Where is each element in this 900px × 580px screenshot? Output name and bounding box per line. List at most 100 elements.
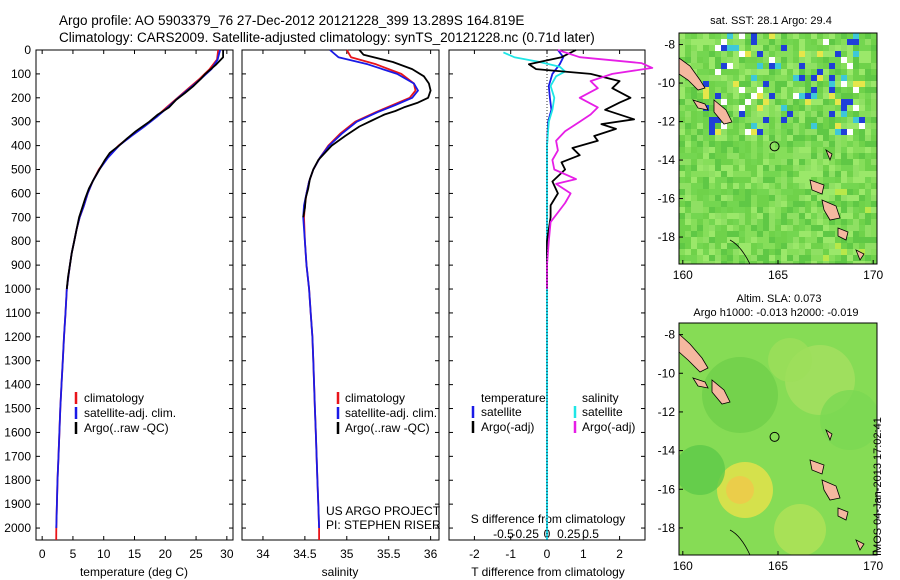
sst-cell	[787, 57, 793, 63]
map-y-tick-label: -18	[658, 521, 676, 535]
sst-cell	[691, 237, 697, 243]
sst-cell	[757, 159, 763, 165]
sst-cell	[871, 87, 877, 93]
sst-cell	[859, 189, 865, 195]
sst-cell	[691, 51, 697, 57]
sst-cell	[775, 69, 781, 75]
bathymetry-contour	[729, 529, 751, 555]
sst-cell	[721, 201, 727, 207]
sst-cell	[727, 75, 733, 81]
sst-cell	[775, 189, 781, 195]
sst-cell	[709, 63, 715, 69]
sst-cell	[823, 81, 829, 87]
sst-cell	[835, 159, 841, 165]
sst-cell	[763, 51, 769, 57]
series-line-satellite-adj-clim-	[302, 49, 419, 529]
sst-cell	[859, 165, 865, 171]
sst-cell	[703, 141, 709, 147]
sst-cell	[871, 93, 877, 99]
sst-cell	[853, 207, 859, 213]
sst-cell	[859, 129, 865, 135]
x-tick-label: 15	[128, 547, 142, 561]
x-tick-label: 2	[616, 547, 623, 561]
sst-cell	[757, 201, 763, 207]
sst-cell	[787, 183, 793, 189]
sst-cell	[757, 75, 763, 81]
sst-cell	[697, 159, 703, 165]
sst-cell	[679, 99, 685, 105]
sst-cell	[679, 117, 685, 123]
sst-cell	[685, 261, 691, 264]
sst-cell	[829, 111, 835, 117]
sst-cell	[739, 69, 745, 75]
sst-cell	[757, 93, 763, 99]
sst-cell	[715, 141, 721, 147]
sst-cell	[769, 81, 775, 87]
sst-cell	[841, 87, 847, 93]
sst-cell	[859, 75, 865, 81]
sst-cell	[835, 219, 841, 225]
sst-cell	[811, 261, 817, 264]
sst-cell	[817, 159, 823, 165]
legend-s-argo-label: Argo(-adj)	[582, 420, 635, 434]
sst-cell	[775, 99, 781, 105]
sst-cell	[805, 261, 811, 264]
sst-cell	[847, 99, 853, 105]
depth-tick-label: 1700	[4, 449, 31, 463]
sst-cell	[697, 123, 703, 129]
sst-cell	[745, 57, 751, 63]
sst-cell	[793, 237, 799, 243]
sst-cell	[823, 213, 829, 219]
sst-cell	[871, 123, 877, 129]
sst-cell	[751, 33, 757, 39]
sst-cell	[817, 111, 823, 117]
sst-cell	[763, 195, 769, 201]
sla-blobs	[679, 338, 877, 555]
sst-cell	[823, 63, 829, 69]
sst-cell	[781, 141, 787, 147]
sst-cell	[823, 123, 829, 129]
sst-cell	[781, 99, 787, 105]
sst-cell	[751, 141, 757, 147]
sst-cell	[847, 51, 853, 57]
sst-cell	[865, 153, 871, 159]
sst-cell	[727, 69, 733, 75]
sst-cell	[763, 75, 769, 81]
sst-cell	[709, 165, 715, 171]
sst-cell	[829, 63, 835, 69]
sst-cell	[835, 39, 841, 45]
sst-cell	[727, 51, 733, 57]
sst-cell	[721, 33, 727, 39]
sst-cell	[733, 237, 739, 243]
sst-cell	[787, 93, 793, 99]
sst-cell	[769, 129, 775, 135]
sst-cell	[757, 243, 763, 249]
sst-cell	[859, 207, 865, 213]
sst-cell	[793, 105, 799, 111]
sst-cell	[751, 231, 757, 237]
sst-cell	[721, 255, 727, 261]
sst-cell	[685, 57, 691, 63]
sst-cell	[715, 63, 721, 69]
sst-cell	[811, 207, 817, 213]
sst-cell	[793, 117, 799, 123]
salinity-legend: climatology satellite-adj. clim. Argo(..…	[336, 391, 437, 435]
sst-cell	[763, 243, 769, 249]
depth-tick-label: 900	[11, 258, 31, 272]
sst-cell	[715, 57, 721, 63]
sst-cell	[679, 213, 685, 219]
sst-cell	[721, 123, 727, 129]
sst-cell	[757, 261, 763, 264]
sst-cell	[715, 75, 721, 81]
sst-cell	[835, 51, 841, 57]
sst-cell	[745, 237, 751, 243]
sst-cell	[763, 117, 769, 123]
sst-cell	[835, 75, 841, 81]
sst-cell	[763, 99, 769, 105]
sst-cell	[865, 189, 871, 195]
sst-cell	[781, 249, 787, 255]
sst-cell	[865, 57, 871, 63]
sst-cell	[763, 153, 769, 159]
sst-cell	[733, 195, 739, 201]
sst-cell	[871, 105, 877, 111]
